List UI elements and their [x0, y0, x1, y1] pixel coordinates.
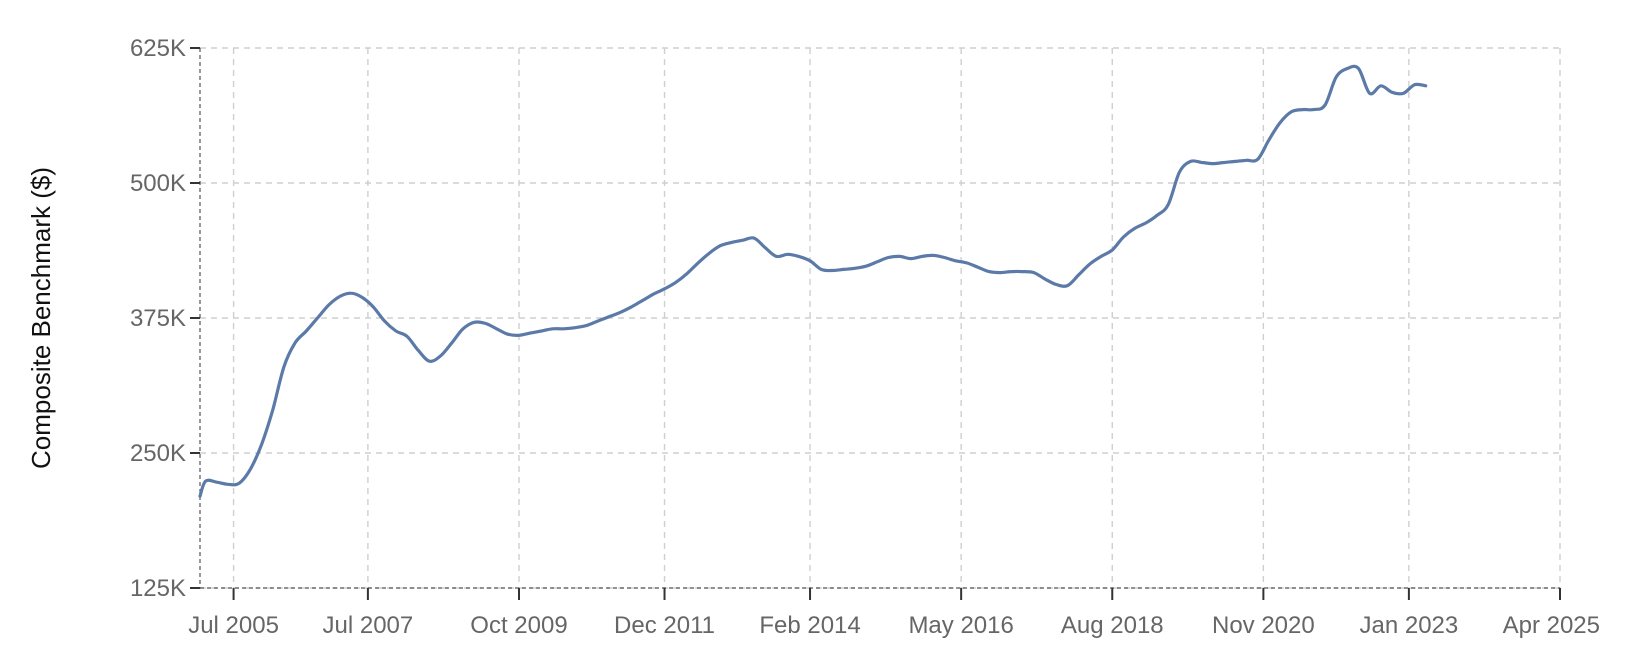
grid-layer	[200, 47, 1561, 589]
x-tick-label: Feb 2014	[759, 612, 860, 639]
x-tick-label: Jul 2007	[323, 612, 414, 639]
y-tick-label: 625K	[130, 35, 186, 62]
x-tick-label: Dec 2011	[614, 612, 715, 639]
x-tick-label: May 2016	[908, 612, 1013, 639]
y-tick-label: 375K	[130, 305, 186, 332]
x-tick-label: Nov 2020	[1212, 612, 1315, 639]
x-tick-label: Jul 2005	[188, 612, 279, 639]
x-tick-label: Aug 2018	[1061, 612, 1164, 639]
y-axis-title: Composite Benchmark ($)	[26, 167, 56, 469]
x-axis-ticks: Jul 2005 Jul 2007 Oct 2009 Dec 2011 Feb 2014…	[188, 588, 1600, 639]
series-line-0	[198, 64, 1428, 498]
y-tick-label: 500K	[130, 170, 186, 197]
series-layer	[198, 64, 1428, 498]
x-tick-label: Oct 2009	[470, 612, 567, 639]
y-tick-label: 250K	[130, 440, 186, 467]
y-tick-label: 125K	[130, 575, 186, 602]
x-tick-label: Jan 2023	[1360, 612, 1459, 639]
y-axis-ticks: 125K 250K 375K 500K 625K	[130, 35, 200, 602]
x-tick-label: Apr 2025	[1503, 612, 1600, 639]
